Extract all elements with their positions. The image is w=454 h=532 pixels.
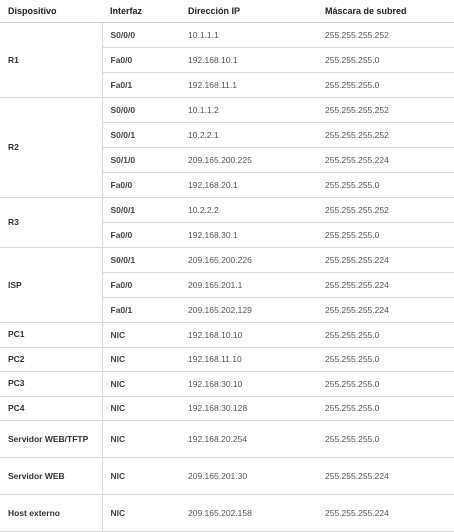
interface-cell: S0/0/0 — [102, 97, 180, 123]
ip-cell: 209.165.202.129 — [180, 297, 317, 323]
mask-cell: 255.255.255.0 — [317, 72, 454, 98]
table-row: S0/0/1 10.2.2.1 255.255.255.252 — [0, 122, 454, 148]
interface-cell: S0/0/1 — [102, 247, 180, 273]
table-row: Fa0/0 192.168.10.1 255.255.255.0 — [0, 47, 454, 73]
interface-cell: Fa0/0 — [102, 222, 180, 248]
device-cell: PC2 — [0, 347, 103, 372]
table-row: Fa0/0 192.168.20.1 255.255.255.0 — [0, 172, 454, 198]
mask-cell: 255.255.255.0 — [317, 322, 454, 348]
header-interface: Interfaz — [102, 0, 180, 23]
table-row: Servidor WEB/TFTP NIC 192.168.20.254 255… — [0, 420, 454, 458]
device-cell: R3 — [0, 197, 103, 248]
table-row: R1 S0/0/0 10.1.1.1 255.255.255.252 — [0, 22, 454, 98]
ip-cell: 209.165.200.225 — [180, 147, 317, 173]
ip-cell: 10.1.1.1 — [180, 22, 317, 48]
mask-cell: 255.255.255.224 — [317, 494, 454, 532]
mask-cell: 255.255.255.0 — [317, 396, 454, 421]
table-row: PC3 NIC 192.168.30.10 255.255.255.0 — [0, 371, 454, 397]
interface-cell: S0/0/1 — [102, 197, 180, 223]
mask-cell: 255.255.255.0 — [317, 420, 454, 458]
header-ip: Dirección IP — [180, 0, 317, 23]
mask-cell: 255.255.255.224 — [317, 272, 454, 298]
mask-cell: 255.255.255.224 — [317, 457, 454, 495]
header-mask: Máscara de subred — [317, 0, 454, 23]
device-cell: R2 — [0, 97, 103, 198]
table-row: Host externo NIC 209.165.202.158 255.255… — [0, 494, 454, 532]
device-cell: Servidor WEB/TFTP — [0, 420, 103, 458]
ip-cell: 209.165.202.158 — [180, 494, 317, 532]
ip-cell: 192.168.20.254 — [180, 420, 317, 458]
mask-cell: 255.255.255.0 — [317, 47, 454, 73]
table-row: Fa0/1 192.168.11.1 255.255.255.0 — [0, 72, 454, 98]
ip-cell: 192.168.10.10 — [180, 322, 317, 348]
ip-cell: 10.1.1.2 — [180, 97, 317, 123]
ip-cell: 192.168.20.1 — [180, 172, 317, 198]
ip-cell: 209.165.200.226 — [180, 247, 317, 273]
mask-cell: 255.255.255.224 — [317, 147, 454, 173]
interface-cell: S0/1/0 — [102, 147, 180, 173]
table-row: R3 S0/0/1 10.2.2.2 255.255.255.252 — [0, 197, 454, 248]
mask-cell: 255.255.255.252 — [317, 197, 454, 223]
table-row: S0/1/0 209.165.200.225 255.255.255.224 — [0, 147, 454, 173]
ip-cell: 192.168.30.1 — [180, 222, 317, 248]
mask-cell: 255.255.255.224 — [317, 247, 454, 273]
table-row: Fa0/1 209.165.202.129 255.255.255.224 — [0, 297, 454, 323]
header-device: Dispositivo — [0, 0, 102, 23]
interface-cell: NIC — [102, 494, 180, 532]
interface-cell: NIC — [102, 322, 180, 348]
table-row: ISP S0/0/1 209.165.200.226 255.255.255.2… — [0, 247, 454, 323]
interface-cell: NIC — [102, 457, 180, 495]
table-row: Servidor WEB NIC 209.165.201.30 255.255.… — [0, 457, 454, 495]
mask-cell: 255.255.255.0 — [317, 222, 454, 248]
ip-cell: 10.2.2.2 — [180, 197, 317, 223]
device-cell: Servidor WEB — [0, 457, 103, 495]
table-row: Fa0/0 192.168.30.1 255.255.255.0 — [0, 222, 454, 248]
ip-cell: 209.165.201.1 — [180, 272, 317, 298]
table-header-row: Dispositivo Interfaz Dirección IP Máscar… — [0, 0, 454, 23]
device-cell: Host externo — [0, 494, 103, 532]
ip-cell: 209.165.201.30 — [180, 457, 317, 495]
ip-cell: 192.168.10.1 — [180, 47, 317, 73]
ip-cell: 192.168.30.128 — [180, 396, 317, 421]
interface-cell: NIC — [102, 396, 180, 421]
ip-cell: 192.168.11.10 — [180, 347, 317, 372]
interface-cell: Fa0/0 — [102, 172, 180, 198]
device-cell: PC1 — [0, 322, 103, 348]
ip-cell: 192.168.11.1 — [180, 72, 317, 98]
mask-cell: 255.255.255.252 — [317, 97, 454, 123]
interface-cell: Fa0/1 — [102, 72, 180, 98]
ip-cell: 10.2.2.1 — [180, 122, 317, 148]
table-row: PC1 NIC 192.168.10.10 255.255.255.0 — [0, 322, 454, 348]
table-row: PC2 NIC 192.168.11.10 255.255.255.0 — [0, 347, 454, 372]
interface-cell: NIC — [102, 347, 180, 372]
interface-cell: NIC — [102, 420, 180, 458]
device-cell: ISP — [0, 247, 103, 323]
mask-cell: 255.255.255.252 — [317, 122, 454, 148]
table-row: R2 S0/0/0 10.1.1.2 255.255.255.252 — [0, 97, 454, 198]
mask-cell: 255.255.255.224 — [317, 297, 454, 323]
mask-cell: 255.255.255.0 — [317, 371, 454, 397]
device-cell: PC3 — [0, 371, 103, 397]
table-row: PC4 NIC 192.168.30.128 255.255.255.0 — [0, 396, 454, 421]
interface-cell: Fa0/1 — [102, 297, 180, 323]
table-row: Fa0/0 209.165.201.1 255.255.255.224 — [0, 272, 454, 298]
mask-cell: 255.255.255.0 — [317, 347, 454, 372]
interface-cell: S0/0/0 — [102, 22, 180, 48]
interface-cell: NIC — [102, 371, 180, 397]
interface-cell: Fa0/0 — [102, 272, 180, 298]
device-cell: R1 — [0, 22, 103, 98]
device-cell: PC4 — [0, 396, 103, 421]
ip-cell: 192.168.30.10 — [180, 371, 317, 397]
mask-cell: 255.255.255.0 — [317, 172, 454, 198]
interface-cell: S0/0/1 — [102, 122, 180, 148]
interface-cell: Fa0/0 — [102, 47, 180, 73]
mask-cell: 255.255.255.252 — [317, 22, 454, 48]
